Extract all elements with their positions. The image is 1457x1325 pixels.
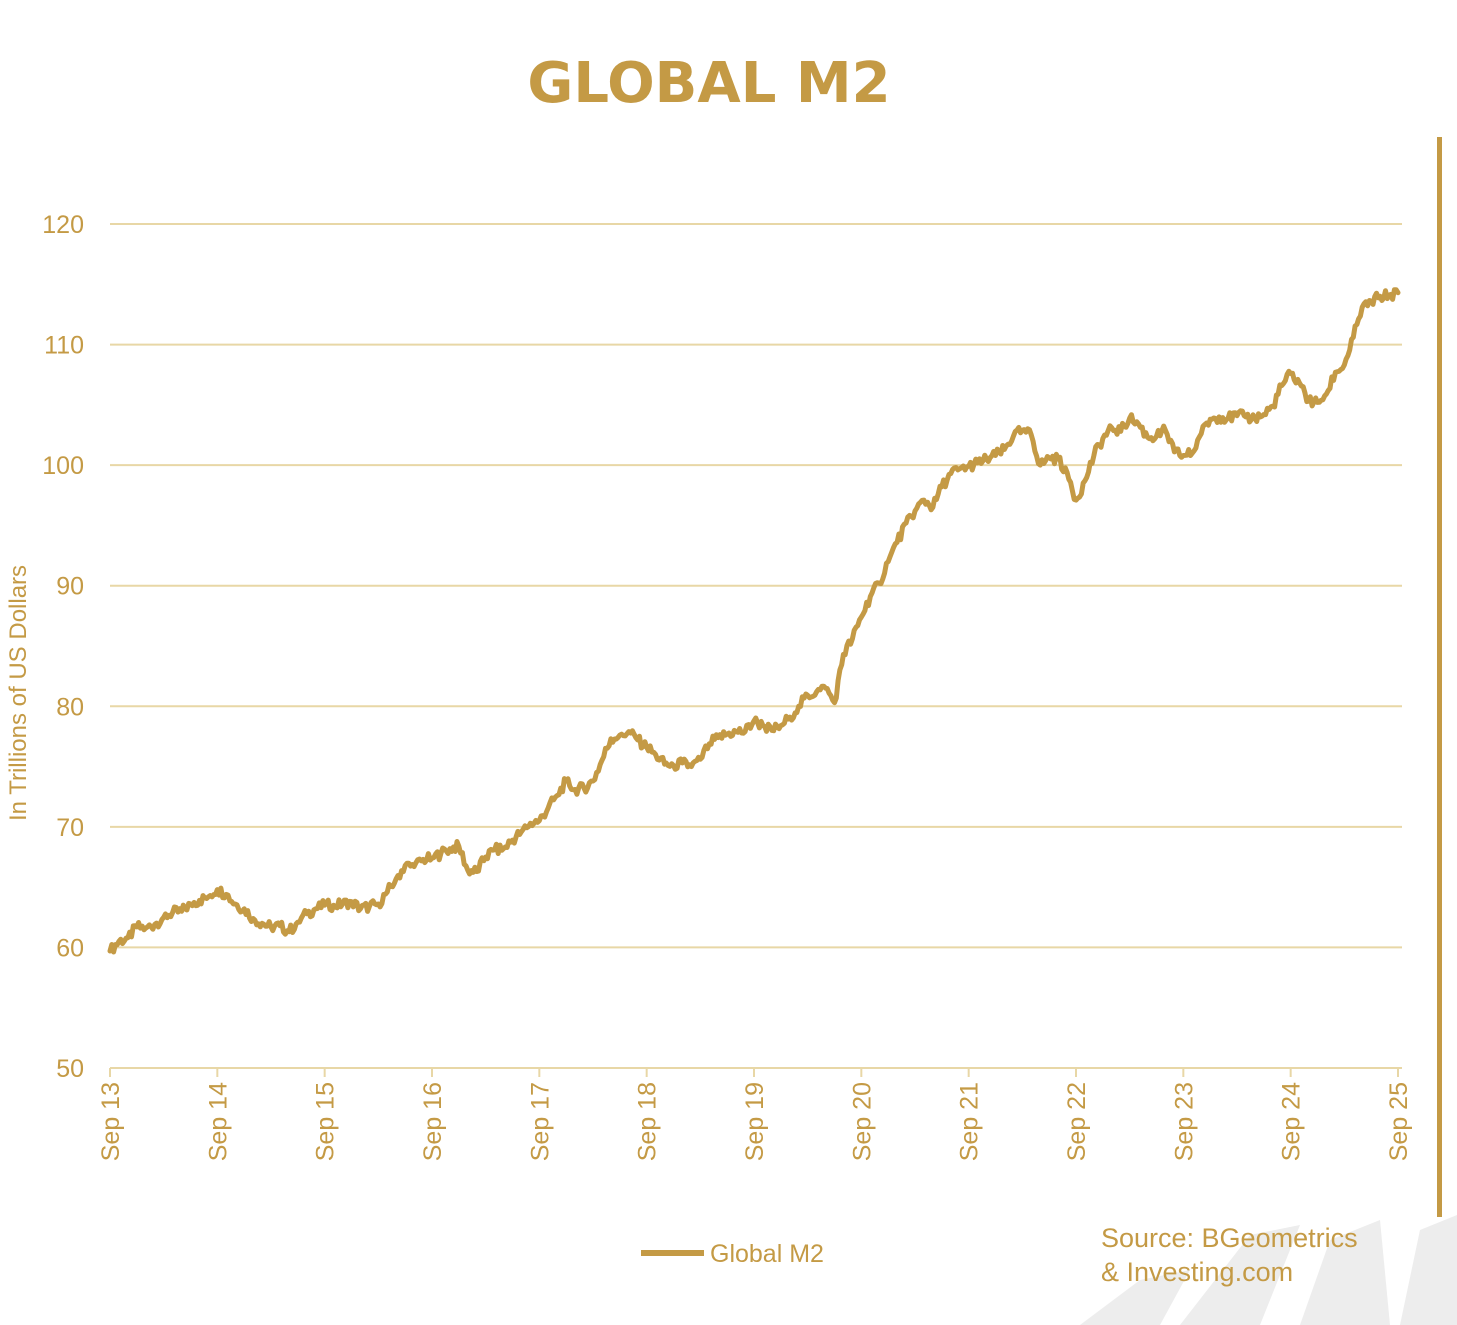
- x-axis: Sep 13 Sep 14 Sep 15 Sep 16 Sep 17 Sep 18 Sep …: [97, 1067, 1413, 1161]
- y-tick-label: 70: [56, 814, 84, 842]
- y-tick-label: 100: [42, 452, 84, 480]
- series-line-global-m2: [107, 287, 1401, 955]
- gridlines: [110, 223, 1402, 949]
- source-note: Source: BGeometrics & Investing.com: [1101, 1223, 1358, 1287]
- series-layer: [107, 287, 1401, 955]
- source-line-1: Source: BGeometrics: [1101, 1223, 1358, 1253]
- chart-title: GLOBAL M2: [527, 51, 890, 116]
- x-tick-label: Sep 13: [97, 1082, 125, 1161]
- x-tick-label: Sep 16: [419, 1082, 447, 1161]
- y-tick-label: 90: [56, 573, 84, 601]
- legend-label: Global M2: [710, 1240, 824, 1268]
- watermark-logo: [1080, 1215, 1457, 1325]
- x-tick-label: Sep 19: [741, 1082, 769, 1161]
- source-line-2: & Investing.com: [1101, 1257, 1293, 1287]
- y-tick-label: 80: [56, 693, 84, 721]
- y-tick-label: 50: [56, 1055, 84, 1083]
- x-tick-label: Sep 21: [956, 1082, 984, 1161]
- y-tick-label: 60: [56, 934, 84, 962]
- x-tick-label: Sep 23: [1170, 1082, 1198, 1161]
- y-axis-label: In Trillions of US Dollars: [5, 565, 32, 821]
- y-tick-label: 120: [42, 211, 84, 239]
- right-accent-bar: [1437, 137, 1442, 1217]
- x-tick-label: Sep 22: [1063, 1082, 1091, 1161]
- legend: Global M2: [641, 1240, 824, 1268]
- x-tick-label: Sep 14: [204, 1082, 232, 1161]
- x-tick-label: Sep 18: [634, 1082, 662, 1161]
- x-tick-label: Sep 24: [1278, 1082, 1306, 1161]
- y-axis-ticks: 50 60 70 80 90 100 110 120: [42, 211, 84, 1083]
- x-tick-label: Sep 15: [312, 1082, 340, 1161]
- y-tick-label: 110: [44, 332, 84, 360]
- x-tick-label: Sep 20: [848, 1082, 876, 1161]
- x-tick-label: Sep 17: [526, 1082, 554, 1161]
- x-tick-label: Sep 25: [1385, 1082, 1413, 1161]
